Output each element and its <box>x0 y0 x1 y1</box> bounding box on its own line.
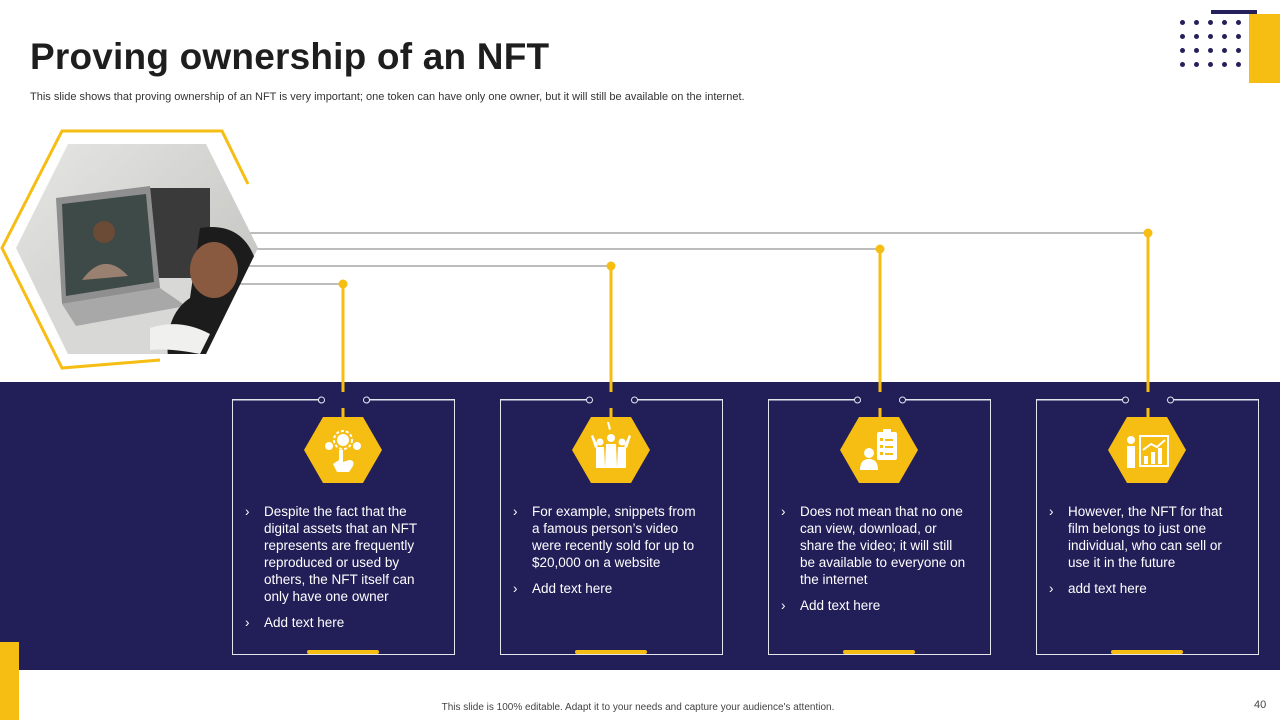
list-item: › add text here <box>1049 581 1147 596</box>
list-item: › Does not mean that no one can view, dow… <box>781 504 966 587</box>
video-call-photo <box>0 129 258 370</box>
chevron-right-icon: › <box>245 615 250 630</box>
chevron-right-icon: › <box>513 504 518 519</box>
card-3-tab <box>843 650 915 654</box>
list-item: › Add text here <box>513 581 613 596</box>
decorative-yellow-bar <box>1249 14 1280 83</box>
slide-subtitle: This slide shows that proving ownership … <box>30 91 745 103</box>
list-item: › For example, snippets from a famous per… <box>513 504 696 570</box>
card-4-tab <box>1111 650 1183 654</box>
card-4-bullets: › However, the NFT for that film belongs … <box>1049 503 1239 606</box>
list-item: › Add text here <box>781 598 881 613</box>
card-4-connector-knobs <box>1036 392 1259 408</box>
card-2-tab <box>575 650 647 654</box>
decorative-dot-grid <box>1178 20 1242 70</box>
chevron-right-icon: › <box>245 504 250 519</box>
chevron-right-icon: › <box>781 598 786 613</box>
chevron-right-icon: › <box>1049 504 1054 519</box>
slide-footer: This slide is 100% editable. Adapt it to… <box>441 702 835 713</box>
presenter-chart-icon <box>1108 417 1186 483</box>
chevron-right-icon: › <box>781 504 786 519</box>
card-3-connector-knobs <box>768 392 991 408</box>
list-item: › However, the NFT for that film belongs … <box>1049 504 1223 570</box>
card-2-bullets: › For example, snippets from a famous per… <box>513 503 703 606</box>
card-1-connector-knobs <box>232 392 455 408</box>
card-3-bullets: › Does not mean that no one can view, dow… <box>781 503 971 623</box>
chevron-right-icon: › <box>513 581 518 596</box>
checklist-person-icon <box>840 417 918 483</box>
card-2-connector-knobs <box>500 392 723 408</box>
navy-content-band <box>0 382 1280 670</box>
list-item: › Add text here <box>245 615 345 630</box>
chevron-right-icon: › <box>1049 581 1054 596</box>
card-1-bullets: › Despite the fact that the digital asset… <box>245 503 435 640</box>
page-number: 40 <box>1254 699 1267 711</box>
decorative-navy-line <box>1211 10 1257 14</box>
gear-hand-icon <box>304 417 382 483</box>
list-item: › Despite the fact that the digital asset… <box>245 504 417 604</box>
slide-title: Proving ownership of an NFT <box>30 36 550 77</box>
left-accent-bar <box>0 642 19 720</box>
crowd-icon <box>572 417 650 483</box>
card-1-tab <box>307 650 379 654</box>
